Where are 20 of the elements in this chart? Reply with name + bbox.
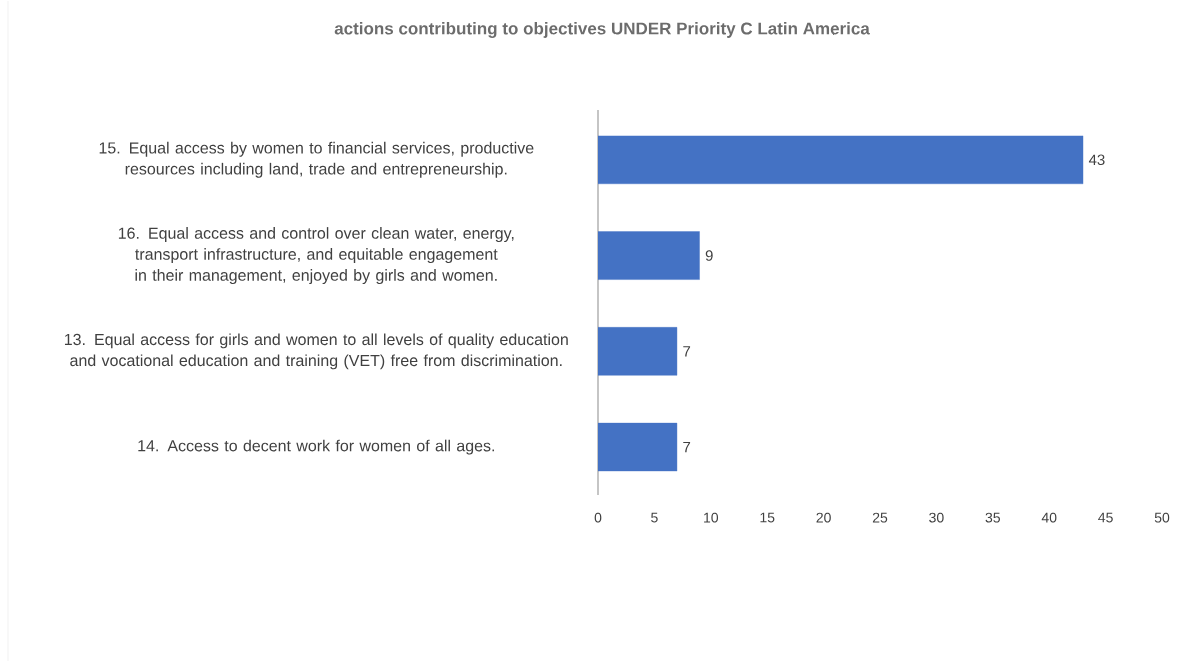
y-tick-label: 16. Equal access and control over clean water, energy, transport infrastructure, and equitable engagement in their management, enjoyed by girls and women. xyxy=(118,227,514,285)
x-tick-label: 25 xyxy=(872,512,888,523)
chart-title: actions contributing to objectives UNDER Priority C Latin America xyxy=(334,22,870,38)
x-tick-label: 40 xyxy=(1041,512,1057,523)
x-tick-label: 10 xyxy=(704,512,719,523)
x-tick-label: 30 xyxy=(929,512,944,523)
x-tick-label: 5 xyxy=(651,512,658,523)
x-tick-label: 0 xyxy=(594,512,602,523)
x-tick-label: 50 xyxy=(1154,512,1170,523)
y-tick-label: 13. Equal access for girls and women to all levels of quality education and vocational education and training (VET) free from discrimination. xyxy=(64,333,568,370)
x-tick-label: 45 xyxy=(1098,512,1113,523)
data-label: 9 xyxy=(705,250,713,261)
data-label: 7 xyxy=(683,346,691,357)
x-tick-label: 20 xyxy=(816,512,831,523)
y-tick-label: 15. Equal access by women to financial services, productive resources including land, trade and entrepreneurship. xyxy=(99,141,534,178)
x-tick-label: 35 xyxy=(985,512,1000,523)
data-label: 7 xyxy=(683,441,691,453)
x-tick-label: 15 xyxy=(760,512,775,523)
y-tick-label: 14. Access to decent work for women of all ages. xyxy=(138,439,495,455)
data-label: 43 xyxy=(1088,154,1105,166)
